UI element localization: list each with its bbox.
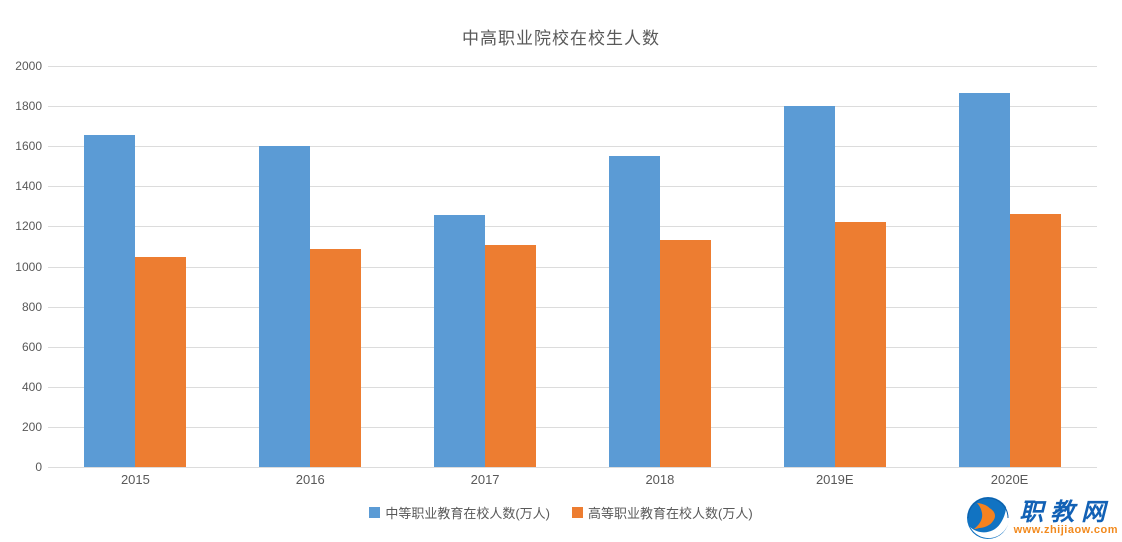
zhijiaow-logo-icon (966, 497, 1010, 539)
y-axis-tick-label: 1400 (15, 179, 42, 194)
y-axis-tick-label: 1600 (15, 139, 42, 154)
y-axis-tick-label: 1800 (15, 99, 42, 114)
bar-2019E-series-2 (834, 222, 886, 467)
legend-swatch-icon (369, 507, 381, 518)
x-axis-tick-label: 2017 (470, 472, 500, 487)
y-axis-tick-label: 600 (21, 339, 42, 354)
legend-item-series-1: 中等职业教育在校人数(万人) (369, 503, 550, 522)
bar-2015-series-2 (135, 257, 187, 467)
bar-2018-series-1 (608, 156, 660, 467)
y-axis-tick-label: 0 (35, 460, 42, 474)
gridline (48, 66, 1097, 67)
bar-2017-series-2 (485, 245, 537, 467)
bar-2018-series-2 (659, 240, 711, 467)
zhijiaow-watermark: 职教网 www.zhijiaow.com (966, 496, 1118, 540)
gridline (48, 306, 1097, 308)
zhijiaow-logo-url: www.zhijiaow.com (1013, 523, 1118, 536)
chart-title: 中高职业院校在校生人数 (462, 29, 660, 48)
x-axis-tick-label: 2019E (815, 472, 854, 487)
gridline (48, 467, 1097, 468)
x-axis-tick-label: 2018 (645, 472, 675, 487)
legend-item-series-2: 高等职业教育在校人数(万人) (572, 503, 753, 522)
gridline (48, 426, 1097, 428)
bar-2016-series-1 (259, 146, 311, 467)
y-axis-tick-label: 400 (21, 379, 42, 394)
y-axis-tick-label: 2000 (15, 59, 42, 73)
bar-2020E-series-2 (1009, 214, 1061, 467)
bar-2020E-series-1 (958, 93, 1010, 467)
x-axis-tick-label: 2015 (120, 472, 150, 487)
bar-2017-series-1 (434, 215, 486, 467)
x-axis-tick-label: 2016 (295, 472, 325, 487)
gridline (48, 186, 1097, 188)
y-axis-tick-label: 800 (21, 299, 42, 314)
bar-chart-plot-area: 0 200 400 600 800 1000 1200 1400 1600 1800 2000 (15, 59, 1097, 474)
gridline (48, 226, 1097, 228)
bar-2019E-series-1 (783, 106, 835, 467)
x-axis-tick-label: 2020E (990, 472, 1029, 487)
gridline (48, 106, 1097, 108)
gridline (48, 386, 1097, 388)
bar-2015-series-1 (84, 135, 136, 467)
y-axis-tick-label: 1000 (15, 259, 42, 274)
y-axis-tick-label: 1200 (15, 219, 42, 234)
legend-label: 中等职业教育在校人数(万人) (385, 506, 550, 521)
chart-legend: 中等职业教育在校人数(万人) 高等职业教育在校人数(万人) (0, 503, 1122, 522)
zhijiaow-logo-text-wrap: 职教网 www.zhijiaow.com (1013, 496, 1118, 536)
gridline (48, 266, 1097, 268)
gridline (48, 146, 1097, 148)
zhijiaow-logo-text: 职教网 (1019, 496, 1113, 526)
bar-2016-series-2 (310, 249, 362, 467)
y-axis-tick-label: 200 (21, 419, 42, 434)
legend-label: 高等职业教育在校人数(万人) (588, 506, 753, 521)
legend-swatch-icon (572, 507, 583, 518)
gridline (48, 346, 1097, 348)
